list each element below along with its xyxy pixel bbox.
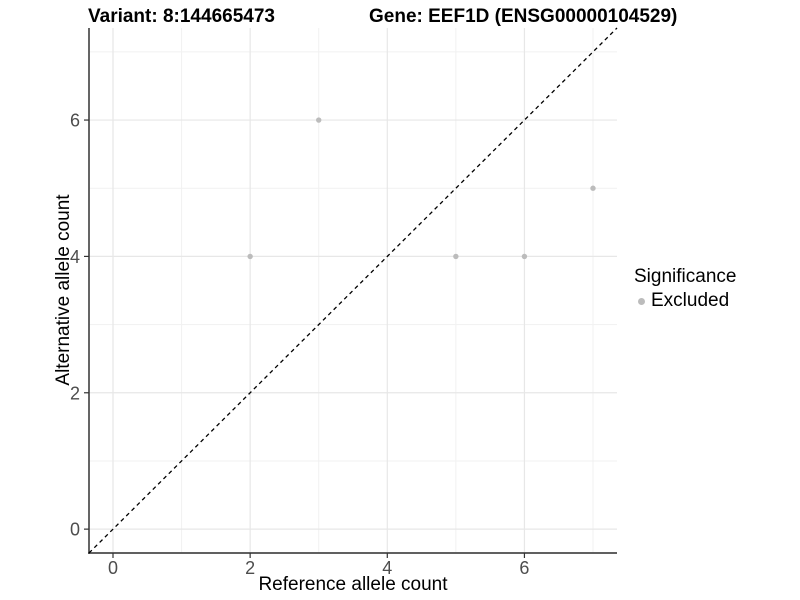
y-tick-label: 4 (70, 247, 80, 267)
legend-item-excluded: Excluded (634, 290, 736, 312)
y-axis-title-text: Alternative allele count (53, 194, 74, 386)
x-tick-label: 6 (519, 558, 529, 578)
y-tick-label: 6 (70, 111, 80, 131)
legend: Significance Excluded (634, 266, 736, 312)
data-point (316, 117, 322, 123)
plot-title-variant: Variant: 8:144665473 (88, 6, 275, 27)
legend-item-label: Excluded (651, 290, 730, 311)
data-point (590, 185, 596, 191)
identity-dashed-line (88, 27, 618, 554)
data-point (453, 253, 459, 260)
y-tick-label: 0 (70, 520, 80, 540)
x-tick-label: 4 (382, 558, 392, 578)
x-tick-label: 0 (108, 558, 118, 578)
plot-title-gene: Gene: EEF1D (ENSG00000104529) (369, 6, 678, 27)
y-tick-label: 2 (70, 383, 80, 403)
legend-title: Significance (634, 266, 737, 287)
x-tick-label: 2 (245, 558, 255, 578)
data-point (247, 253, 253, 260)
x-axis-title: Reference allele count (258, 574, 448, 595)
data-point (521, 253, 528, 260)
legend-key-dot-icon (638, 297, 645, 305)
